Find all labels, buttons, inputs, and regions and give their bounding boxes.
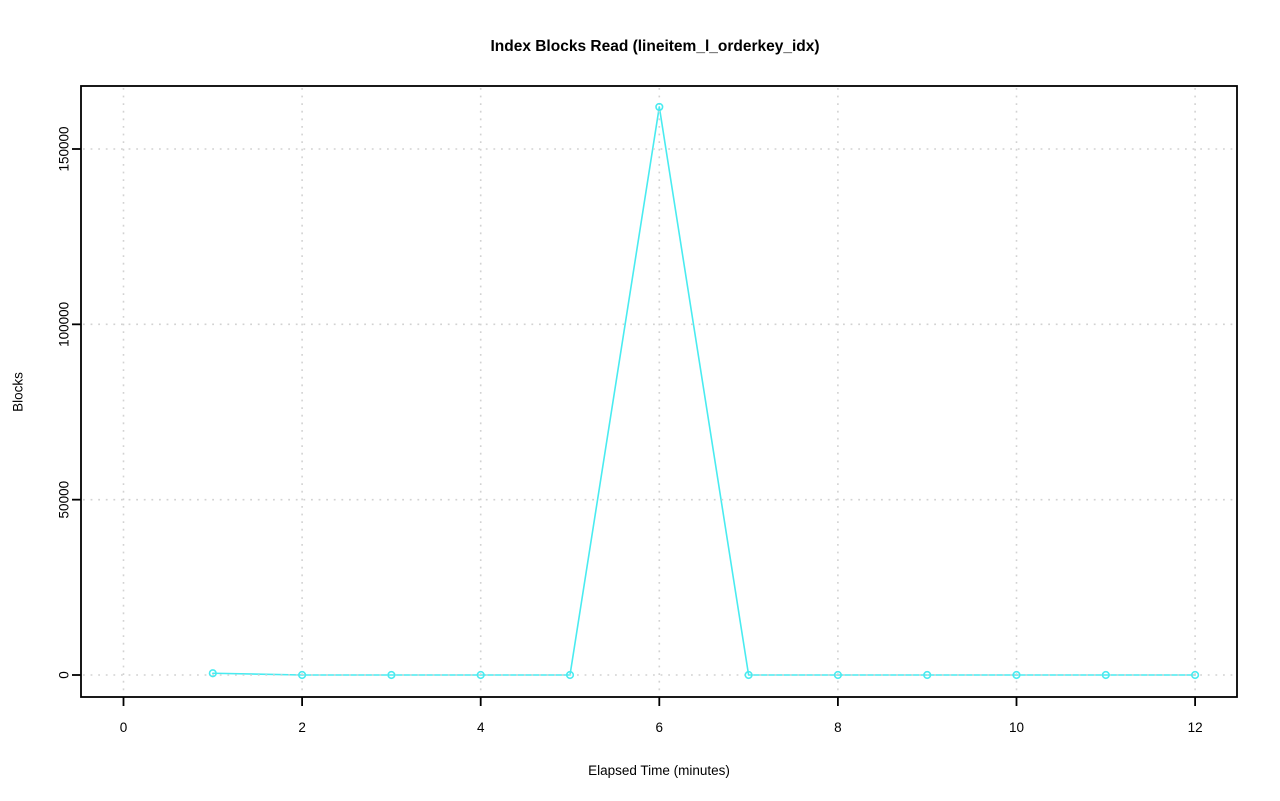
y-axis-tick-label: 150000: [57, 126, 72, 171]
data-point: [833, 670, 843, 680]
chart-title: Index Blocks Read (lineitem_l_orderkey_i…: [490, 38, 819, 55]
data-point: [387, 670, 396, 680]
y-axis-tick-label: 100000: [57, 302, 72, 347]
data-point: [208, 669, 217, 678]
data-point: [1012, 670, 1021, 680]
x-axis-tick-label: 6: [656, 720, 664, 735]
y-axis-tick-label: 50000: [57, 481, 72, 519]
data-point: [476, 670, 485, 680]
x-axis-tick-label: 8: [834, 720, 842, 735]
data-point: [655, 102, 664, 112]
data-point: [1101, 670, 1110, 680]
data-line: [212, 106, 1196, 676]
data-point: [744, 670, 753, 680]
data-point: [923, 670, 932, 680]
x-axis-tick-label: 10: [1009, 720, 1024, 735]
data-point: [1190, 670, 1200, 680]
y-axis-label: Blocks: [11, 372, 26, 412]
x-axis-tick-label: 2: [298, 720, 306, 735]
x-axis-tick-label: 0: [120, 720, 128, 735]
y-axis-tick-label: 0: [57, 671, 72, 679]
data-point: [298, 670, 307, 680]
data-point: [565, 670, 575, 680]
x-axis-tick-label: 4: [477, 720, 485, 735]
x-axis-label: Elapsed Time (minutes): [588, 763, 730, 778]
x-axis-tick-label: 12: [1188, 720, 1203, 735]
